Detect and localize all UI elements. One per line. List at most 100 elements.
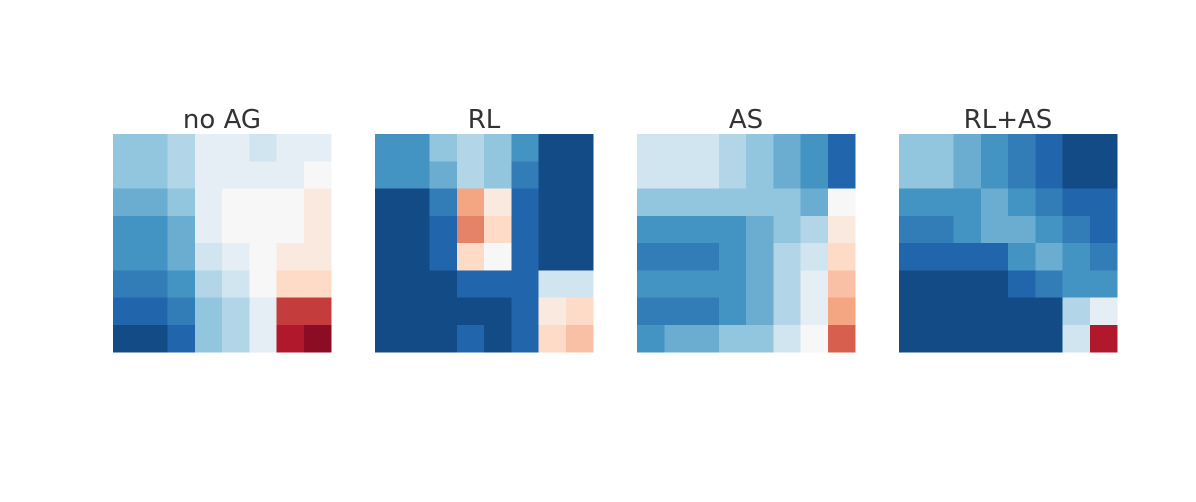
heatmap-cell [980,215,1009,244]
heatmap-cell [511,324,539,353]
heatmap-cell [827,134,856,162]
heatmap-cell [456,243,485,271]
heatmap-cell [456,134,485,162]
heatmap-cell [773,297,801,326]
heatmap-cell [637,134,665,162]
heatmap-cell [303,324,332,353]
heatmap-cell [899,215,927,244]
heatmap-cell [800,215,829,244]
heatmap-cell [303,215,332,244]
heatmap-cell [484,324,512,353]
heatmap-cell [1062,270,1091,298]
heatmap-cell [1035,243,1063,271]
heatmap-cell [899,134,927,162]
heatmap-cell [113,215,141,244]
heatmap-cell [1089,188,1118,217]
heatmap-cell [980,324,1009,353]
heatmap-cell [691,188,720,217]
heatmap-cell [456,297,485,326]
heatmap-cell [691,134,720,162]
heatmap-cell [637,297,665,326]
heatmap-cell [375,188,403,217]
panel-title: no AG [183,105,261,135]
heatmap-cell [538,324,567,353]
heatmap-cell [538,243,567,271]
heatmap-cell [375,297,403,326]
heatmap-cell [113,243,141,271]
heatmap-cell [800,243,829,271]
heatmap-cell [456,161,485,189]
heatmap-cell [691,324,720,353]
heatmap-cell [664,188,692,217]
heatmap-cell [402,188,430,217]
heatmap-cell [827,188,856,217]
heatmap-cell [565,324,594,353]
heatmap-cell [1089,270,1118,298]
heatmap-cell [222,188,250,217]
heatmap-cell [167,161,196,189]
heatmap-cell [276,134,305,162]
heatmap-cell [1089,297,1118,326]
heatmap-cell [140,188,168,217]
heatmap-cell [565,134,594,162]
heatmap-cell [926,324,954,353]
heatmap-cell [429,324,458,353]
heatmap-cell [827,215,856,244]
heatmap-cell [718,243,747,271]
heatmap-cell [375,243,403,271]
heatmap-cell [1035,215,1063,244]
panel-title: RL+AS [964,105,1053,135]
heatmap-cell [276,243,305,271]
heatmap-cell [746,188,774,217]
heatmap-cell [222,134,250,162]
heatmap-cell [773,270,801,298]
heatmap-cell [637,324,665,353]
heatmap-cell [800,324,829,353]
heatmap-cell [402,243,430,271]
heatmap-cell [1089,161,1118,189]
heatmap-cell [167,188,196,217]
heatmap-cell [664,161,692,189]
heatmap-cell [980,243,1009,271]
heatmap-cell [953,324,982,353]
heatmap-cell [375,161,403,189]
heatmap-cell [140,134,168,162]
heatmap-cell [637,188,665,217]
heatmap-cell [926,188,954,217]
heatmap-cell [691,161,720,189]
heatmap-cell [718,215,747,244]
heatmap-cell [167,134,196,162]
heatmap-cell [718,297,747,326]
heatmap-cell [718,270,747,298]
heatmap-cell [746,134,774,162]
heatmap-cell [1035,270,1063,298]
heatmap-cell [1062,134,1091,162]
heatmap-cell [800,161,829,189]
heatmap-cell [691,215,720,244]
heatmap-cell [800,297,829,326]
heatmap-cell [484,134,512,162]
heatmap-cell [664,297,692,326]
heatmap-cell [222,243,250,271]
heatmap-cell [980,161,1009,189]
heatmap-cell [429,161,458,189]
heatmap-cell [899,270,927,298]
heatmap-cell [953,215,982,244]
heatmap-cell [276,297,305,326]
heatmap-cell [303,243,332,271]
heatmap-cell [718,134,747,162]
heatmap-cell [456,324,485,353]
heatmap-cell [511,243,539,271]
heatmap-cell [718,188,747,217]
panel-title: RL [468,105,501,135]
heatmap-cell [746,243,774,271]
heatmap-cell [773,134,801,162]
heatmap-cell [375,215,403,244]
heatmap-cell [375,324,403,353]
heatmap-cell [249,243,277,271]
heatmap-cell [249,270,277,298]
heatmap-cell [167,215,196,244]
heatmap-cell [1008,134,1036,162]
heatmap-cell [1062,297,1091,326]
heatmap-cell [222,297,250,326]
